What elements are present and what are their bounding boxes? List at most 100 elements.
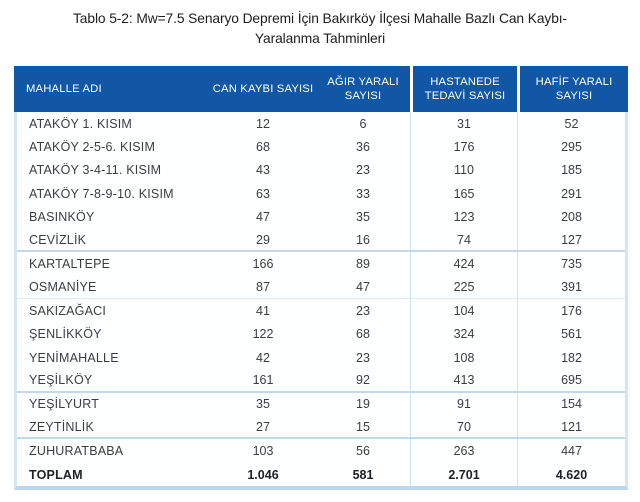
value-cell: 35 xyxy=(356,210,370,225)
value-cell: 2.701 xyxy=(410,462,517,487)
value-cell: 42 xyxy=(256,350,270,365)
value-cell: 127 xyxy=(517,228,625,251)
value-cell: 23 xyxy=(356,303,370,318)
value-cell: 68 xyxy=(256,140,270,155)
neighborhood-name: ATAKÖY 1. KISIM xyxy=(29,116,133,131)
value-cell: 208 xyxy=(517,205,625,229)
table-row: ATAKÖY 7-8-9-10. KISIM 63 33 165 291 xyxy=(17,182,625,206)
value-cell: 70 xyxy=(410,416,517,438)
value-cell: 43 xyxy=(256,163,270,178)
value-cell: 23 xyxy=(356,350,370,365)
table-row: YEŞİLKÖY 161 92 413 695 xyxy=(17,369,625,393)
value-cell: 47 xyxy=(356,279,370,294)
value-cell: 695 xyxy=(517,369,625,391)
value-cell: 68 xyxy=(356,327,370,342)
value-cell: 182 xyxy=(517,345,625,370)
value-cell: 121 xyxy=(517,416,625,438)
value-cell: 166 xyxy=(252,257,274,272)
table-row: ZUHURATBABA 103 56 263 447 xyxy=(17,439,625,463)
value-cell: 108 xyxy=(410,345,517,370)
value-cell: 56 xyxy=(356,444,370,459)
table-row: OSMANİYE 87 47 225 391 xyxy=(17,275,625,300)
table-header-row: MAHALLE ADI CAN KAYBI SAYISI AĞIR YARALI… xyxy=(14,66,628,112)
value-cell: 92 xyxy=(356,372,370,387)
value-cell: 185 xyxy=(517,158,625,183)
value-cell: 176 xyxy=(410,135,517,159)
neighborhood-name: TOPLAM xyxy=(29,467,83,482)
neighborhood-name: YEŞİLYURT xyxy=(29,397,100,412)
column-header-hafif-yarali: HAFİF YARALI SAYISI xyxy=(517,66,628,112)
neighborhood-name: ATAKÖY 3-4-11. KISIM xyxy=(29,163,162,178)
value-cell: 4.620 xyxy=(517,462,625,487)
value-cell: 413 xyxy=(410,369,517,391)
neighborhood-name: ZEYTİNLİK xyxy=(29,419,95,434)
value-cell: 561 xyxy=(517,322,625,346)
value-cell: 29 xyxy=(256,232,270,247)
table-row: ATAKÖY 3-4-11. KISIM 43 23 110 185 xyxy=(17,158,625,183)
value-cell: 122 xyxy=(252,327,274,342)
value-cell: 87 xyxy=(256,279,270,294)
table-row: YENİMAHALLE 42 23 108 182 xyxy=(17,345,625,370)
value-cell: 6 xyxy=(359,116,367,131)
value-cell: 735 xyxy=(517,252,625,276)
value-cell: 154 xyxy=(517,392,625,417)
neighborhood-name: OSMANİYE xyxy=(29,279,97,294)
value-cell: 19 xyxy=(356,397,370,412)
column-header-hastanede-tedavi: HASTANEDE TEDAVİ SAYISI xyxy=(410,66,517,112)
neighborhood-name: ZUHURATBABA xyxy=(29,444,124,459)
value-cell: 91 xyxy=(410,392,517,417)
value-cell: 176 xyxy=(517,299,625,323)
neighborhood-name: ATAKÖY 7-8-9-10. KISIM xyxy=(29,186,174,201)
value-cell: 165 xyxy=(410,182,517,206)
value-cell: 324 xyxy=(410,322,517,346)
value-cell: 447 xyxy=(517,439,625,463)
value-cell: 12 xyxy=(256,116,270,131)
table-row: BASINKÖY 47 35 123 208 xyxy=(17,205,625,229)
value-cell: 123 xyxy=(410,205,517,229)
table-row: ATAKÖY 2-5-6. KISIM 68 36 176 295 xyxy=(17,135,625,159)
table-row: ATAKÖY 1. KISIM 12 6 31 52 xyxy=(17,112,625,136)
neighborhood-name: CEVİZLİK xyxy=(29,232,87,247)
table-row: CEVİZLİK 29 16 74 127 xyxy=(17,228,625,253)
value-cell: 110 xyxy=(410,158,517,183)
value-cell: 161 xyxy=(252,372,274,387)
table-body: ATAKÖY 1. KISIM 12 6 31 52 ATAKÖY 2-5-6. KISI… xyxy=(14,112,628,491)
column-header-agir-yarali: AĞIR YARALI SAYISI xyxy=(327,76,399,102)
table-row: YEŞİLYURT 35 19 91 154 xyxy=(17,392,625,417)
value-cell: 35 xyxy=(256,397,270,412)
caption-line-2: Yaralanma Tahminleri xyxy=(254,30,386,46)
value-cell: 41 xyxy=(256,303,270,318)
value-cell: 89 xyxy=(356,257,370,272)
value-cell: 15 xyxy=(356,419,370,434)
neighborhood-name: BASINKÖY xyxy=(29,210,95,225)
neighborhood-name: YENİMAHALLE xyxy=(29,350,119,365)
value-cell: 225 xyxy=(410,275,517,299)
neighborhood-name: KARTALTEPE xyxy=(29,257,111,272)
table-row: SAKIZAĞACI 41 23 104 176 xyxy=(17,299,625,323)
table-caption: Tablo 5-2: Mw=7.5 Senaryo Depremi İçin B… xyxy=(0,9,640,48)
value-cell: 31 xyxy=(410,112,517,136)
neighborhood-name: ATAKÖY 2-5-6. KISIM xyxy=(29,140,156,155)
value-cell: 16 xyxy=(356,232,370,247)
table-row: KARTALTEPE 166 89 424 735 xyxy=(17,252,625,276)
table-row: ŞENLİKKÖY 122 68 324 561 xyxy=(17,322,625,346)
value-cell: 52 xyxy=(517,112,625,136)
value-cell: 104 xyxy=(410,299,517,323)
value-cell: 47 xyxy=(256,210,270,225)
table-total-row: TOPLAM 1.046 581 2.701 4.620 xyxy=(17,462,625,487)
value-cell: 295 xyxy=(517,135,625,159)
value-cell: 391 xyxy=(517,275,625,299)
value-cell: 424 xyxy=(410,252,517,276)
value-cell: 263 xyxy=(410,439,517,463)
value-cell: 36 xyxy=(356,140,370,155)
value-cell: 103 xyxy=(252,444,274,459)
value-cell: 23 xyxy=(356,163,370,178)
value-cell: 33 xyxy=(356,186,370,201)
value-cell: 27 xyxy=(256,419,270,434)
value-cell: 1.046 xyxy=(247,467,279,482)
column-header-can-kaybi: CAN KAYBI SAYISI xyxy=(212,83,314,95)
column-header-mahalle-adi: MAHALLE ADI xyxy=(26,83,102,95)
value-cell: 63 xyxy=(256,186,270,201)
value-cell: 291 xyxy=(517,182,625,206)
